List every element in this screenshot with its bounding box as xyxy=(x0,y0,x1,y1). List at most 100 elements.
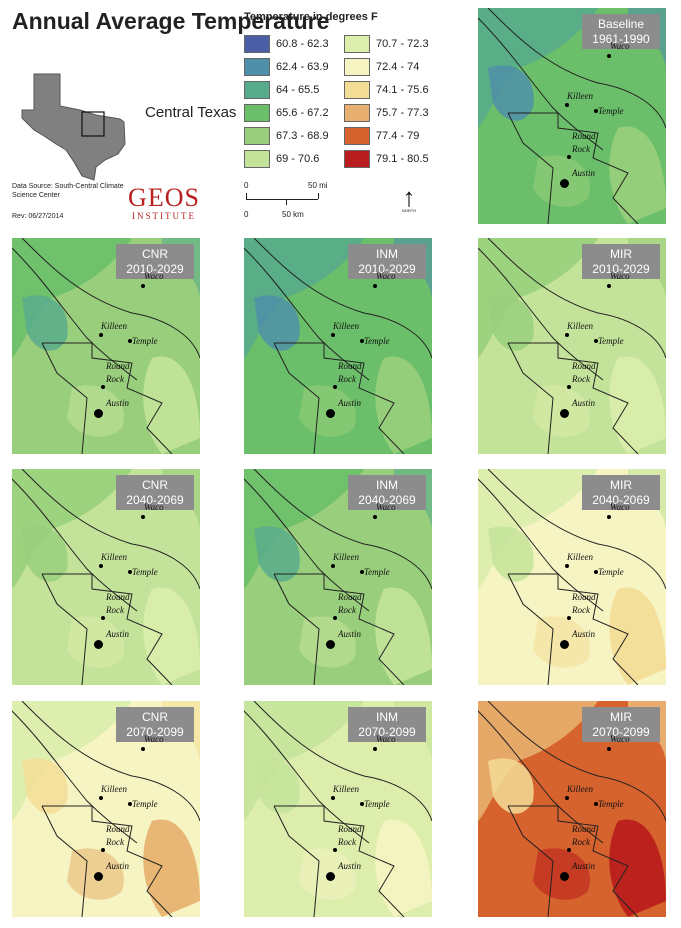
city-label-austin: Austin xyxy=(338,398,362,408)
legend-label: 79.1 - 80.5 xyxy=(376,152,429,165)
region-label: Central Texas xyxy=(145,104,237,121)
city-label-austin: Austin xyxy=(106,861,130,871)
city-label-rock: Rock xyxy=(572,144,590,154)
city-dot-waco xyxy=(373,747,377,751)
city-dot-rock xyxy=(101,848,105,852)
map-panel-mir-2010-2029: MIR 2010-2029 Waco Killeen Temple Round Rock Au… xyxy=(478,238,666,454)
city-label-killeen: Killeen xyxy=(101,784,127,794)
city-label-austin: Austin xyxy=(572,398,596,408)
model-name: INM xyxy=(376,478,398,492)
city-dot-rock xyxy=(567,616,571,620)
model-name: CNR xyxy=(142,478,168,492)
time-period: 2070-2099 xyxy=(592,725,650,739)
city-label-killeen: Killeen xyxy=(567,784,593,794)
legend-swatch xyxy=(344,126,370,145)
map-panel-mir-2070-2099: MIR 2070-2099 Waco Killeen Temple Round Rock Au… xyxy=(478,701,666,917)
legend-swatch xyxy=(244,80,270,99)
map-panel-inm-2040-2069: INM 2040-2069 Waco Killeen Temple Round Rock Au… xyxy=(244,469,432,685)
city-label-waco: Waco xyxy=(144,502,164,512)
map-panel-mir-2040-2069: MIR 2040-2069 Waco Killeen Temple Round Rock Au… xyxy=(478,469,666,685)
city-dot-rock xyxy=(333,848,337,852)
city-label-rock: Rock xyxy=(572,374,590,384)
city-label-waco: Waco xyxy=(610,502,630,512)
model-name: Baseline xyxy=(597,17,645,31)
panel-label: INM 2070-2099 xyxy=(348,707,426,742)
city-dot-temple xyxy=(128,802,132,806)
city-dot-temple xyxy=(360,570,364,574)
city-label-austin: Austin xyxy=(106,629,130,639)
city-label-rock: Rock xyxy=(106,837,124,847)
legend-swatch xyxy=(244,34,270,53)
city-label-round: Round xyxy=(106,361,130,371)
panel-label: CNR 2040-2069 xyxy=(116,475,194,510)
panel-label: CNR 2010-2029 xyxy=(116,244,194,279)
time-period: 2040-2069 xyxy=(358,493,416,507)
legend-swatch xyxy=(344,57,370,76)
city-dot-temple xyxy=(594,802,598,806)
legend-swatch xyxy=(344,149,370,168)
revision-date: Rev: 06/27/2014 xyxy=(12,213,64,220)
city-dot-austin xyxy=(325,639,335,649)
city-dot-rock xyxy=(567,848,571,852)
city-dot-temple xyxy=(128,339,132,343)
map-panel-cnr-2040-2069: CNR 2040-2069 Waco Killeen Temple Round Rock Au… xyxy=(12,469,200,685)
legend-label: 65.6 - 67.2 xyxy=(276,106,329,119)
panel-label: MIR 2040-2069 xyxy=(582,475,660,510)
city-label-round: Round xyxy=(338,824,362,834)
city-dot-austin xyxy=(559,408,569,418)
legend-swatch xyxy=(244,57,270,76)
map-panel-cnr-2010-2029: CNR 2010-2029 Waco Killeen Temple Round Rock Au… xyxy=(12,238,200,454)
city-label-temple: Temple xyxy=(132,567,158,577)
city-dot-waco xyxy=(607,515,611,519)
legend-label: 70.7 - 72.3 xyxy=(376,37,429,50)
city-label-killeen: Killeen xyxy=(333,321,359,331)
legend-swatch xyxy=(344,34,370,53)
legend-item: 69 - 70.6 xyxy=(244,149,319,168)
city-label-killeen: Killeen xyxy=(333,552,359,562)
city-dot-waco xyxy=(607,54,611,58)
legend-item: 70.7 - 72.3 xyxy=(344,34,429,53)
legend-item: 67.3 - 68.9 xyxy=(244,126,329,145)
temperature-map xyxy=(478,8,666,224)
legend-swatch xyxy=(244,103,270,122)
model-name: MIR xyxy=(610,710,632,724)
city-dot-rock xyxy=(101,385,105,389)
city-dot-rock xyxy=(567,155,571,159)
city-label-austin: Austin xyxy=(338,629,362,639)
central-texas-box xyxy=(81,111,105,137)
legend-label: 77.4 - 79 xyxy=(376,129,420,142)
city-label-temple: Temple xyxy=(598,106,624,116)
city-dot-austin xyxy=(93,871,103,881)
city-label-waco: Waco xyxy=(376,734,396,744)
city-label-round: Round xyxy=(106,824,130,834)
legend-label: 74.1 - 75.6 xyxy=(376,83,429,96)
city-label-killeen: Killeen xyxy=(101,321,127,331)
map-panel-inm-2070-2099: INM 2070-2099 Waco Killeen Temple Round Rock Au… xyxy=(244,701,432,917)
legend-item: 77.4 - 79 xyxy=(344,126,419,145)
city-dot-killeen xyxy=(565,796,569,800)
city-label-waco: Waco xyxy=(376,271,396,281)
city-label-waco: Waco xyxy=(610,41,630,51)
city-dot-waco xyxy=(607,747,611,751)
city-dot-killeen xyxy=(331,564,335,568)
city-label-round: Round xyxy=(572,824,596,834)
city-dot-waco xyxy=(141,284,145,288)
panel-label: Baseline 1961-1990 xyxy=(582,14,660,49)
time-period: 2040-2069 xyxy=(126,493,184,507)
city-dot-temple xyxy=(594,109,598,113)
city-dot-austin xyxy=(559,639,569,649)
city-label-temple: Temple xyxy=(598,336,624,346)
city-label-round: Round xyxy=(572,361,596,371)
model-name: MIR xyxy=(610,247,632,261)
city-dot-austin xyxy=(325,871,335,881)
panel-label: INM 2010-2029 xyxy=(348,244,426,279)
time-period: 1961-1990 xyxy=(592,32,650,46)
city-label-austin: Austin xyxy=(572,168,596,178)
city-dot-austin xyxy=(325,408,335,418)
time-period: 2010-2029 xyxy=(358,262,416,276)
city-label-temple: Temple xyxy=(132,799,158,809)
city-label-waco: Waco xyxy=(610,734,630,744)
city-dot-temple xyxy=(594,339,598,343)
city-label-austin: Austin xyxy=(572,861,596,871)
city-dot-killeen xyxy=(331,333,335,337)
